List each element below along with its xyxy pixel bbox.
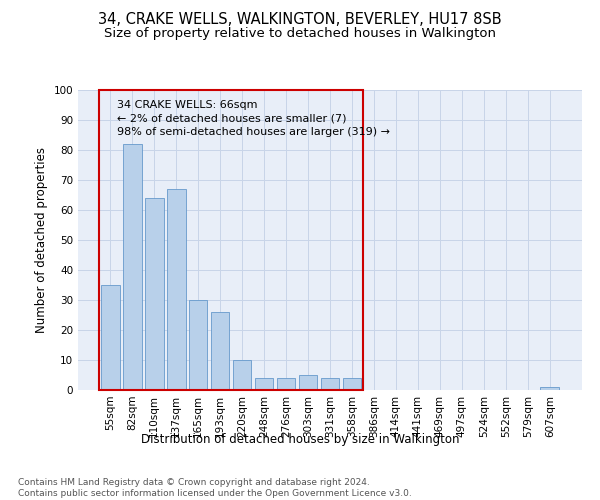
Bar	[541, 387, 559, 390]
Bar	[255, 378, 274, 390]
Text: Contains HM Land Registry data © Crown copyright and database right 2024.
Contai: Contains HM Land Registry data © Crown c…	[18, 478, 412, 498]
Bar	[277, 378, 295, 390]
Bar	[145, 198, 164, 390]
Text: Size of property relative to detached houses in Walkington: Size of property relative to detached ho…	[104, 28, 496, 40]
Bar	[233, 360, 251, 390]
Bar	[211, 312, 229, 390]
Bar	[99, 90, 363, 390]
Bar	[167, 189, 185, 390]
Bar	[123, 144, 142, 390]
Text: Distribution of detached houses by size in Walkington: Distribution of detached houses by size …	[141, 432, 459, 446]
Bar	[101, 285, 119, 390]
Text: 34, CRAKE WELLS, WALKINGTON, BEVERLEY, HU17 8SB: 34, CRAKE WELLS, WALKINGTON, BEVERLEY, H…	[98, 12, 502, 28]
Bar	[343, 378, 361, 390]
Y-axis label: Number of detached properties: Number of detached properties	[35, 147, 48, 333]
Bar	[320, 378, 340, 390]
Bar	[189, 300, 208, 390]
Text: 34 CRAKE WELLS: 66sqm
← 2% of detached houses are smaller (7)
98% of semi-detach: 34 CRAKE WELLS: 66sqm ← 2% of detached h…	[117, 100, 390, 137]
Bar	[299, 375, 317, 390]
